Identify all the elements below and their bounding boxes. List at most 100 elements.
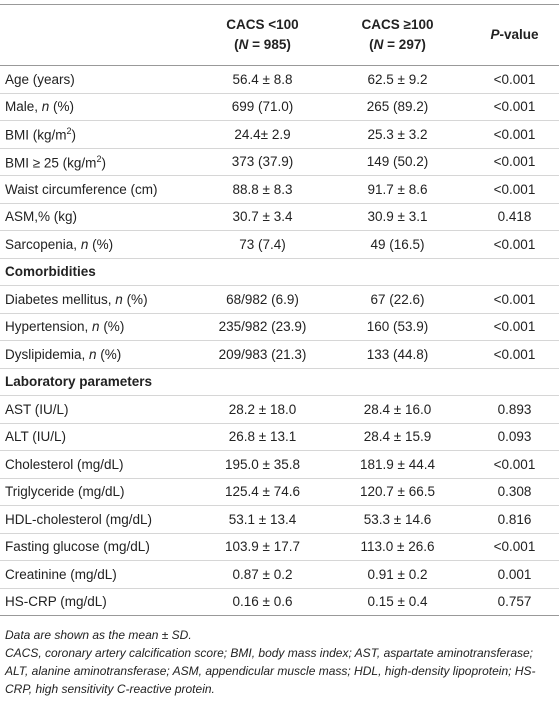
- section-cell: Laboratory parameters: [0, 368, 559, 396]
- footnotes: Data are shown as the mean ± SD. CACS, co…: [0, 616, 559, 698]
- text: <0.001: [493, 539, 536, 555]
- label-cell: Cholesterol (mg/dL): [0, 450, 200, 479]
- text-segment: ): [101, 155, 106, 170]
- text: 103.9 ± 17.7: [225, 539, 300, 555]
- text: HS-CRP (mg/dL): [5, 594, 107, 610]
- text: <0.001: [493, 236, 536, 252]
- text: ALT (IU/L): [5, 429, 67, 445]
- value-cell: <0.001: [470, 230, 559, 259]
- text-segment: -value: [499, 27, 539, 42]
- table-row: AST (IU/L) 28.2 ± 18.0 28.4 ± 16.0 0.893: [0, 395, 559, 424]
- line: CACS <100: [205, 15, 320, 35]
- value-cell: 30.7 ± 3.4: [200, 203, 325, 231]
- text: 30.9 ± 3.1: [367, 209, 428, 225]
- value-cell: 265 (89.2): [325, 93, 470, 121]
- value-cell: 0.16 ± 0.6: [200, 588, 325, 616]
- text: 0.16 ± 0.6: [232, 594, 293, 610]
- text-segment: Hypertension,: [5, 319, 93, 335]
- text: HDL-cholesterol (mg/dL): [5, 511, 153, 527]
- text: 699 (71.0): [231, 99, 294, 115]
- table-row: Creatinine (mg/dL) 0.87 ± 0.2 0.91 ± 0.2 0.…: [0, 560, 559, 589]
- footnote: Data are shown as the mean ± SD.: [5, 626, 554, 644]
- text: <0.001: [493, 181, 536, 197]
- value-cell: 25.3 ± 3.2: [325, 120, 470, 149]
- text: AST (IU/L): [5, 401, 69, 417]
- footnote: CACS, coronary artery calcification scor…: [5, 644, 554, 698]
- text: 88.8 ± 8.3: [232, 181, 293, 197]
- value-cell: 0.91 ± 0.2: [325, 560, 470, 589]
- text: 235/982 (23.9): [218, 319, 307, 335]
- label-cell: ALT (IU/L): [0, 423, 200, 451]
- text: 26.8 ± 13.1: [228, 429, 297, 445]
- text: <0.001: [493, 126, 536, 142]
- label-cell: HDL-cholesterol (mg/dL): [0, 505, 200, 534]
- text: 0.308: [497, 484, 532, 500]
- table-row: Fasting glucose (mg/dL) 103.9 ± 17.7 113.0…: [0, 533, 559, 561]
- text: Waist circumference (cm): [5, 181, 158, 197]
- label-cell: BMI (kg/m2): [0, 120, 200, 149]
- value-cell: 120.7 ± 66.5: [325, 478, 470, 506]
- text: 0.418: [497, 209, 532, 225]
- text-segment: (: [369, 37, 374, 52]
- table-row: ASM,% (kg) 30.7 ± 3.4 30.9 ± 3.1 0.418: [0, 203, 559, 231]
- header-cell: CACS <100 (N = 985): [200, 4, 325, 66]
- label-cell: BMI ≥ 25 (kg/m2): [0, 148, 200, 176]
- text-segment: (%): [49, 99, 75, 115]
- label-cell: Hypertension, n (%): [0, 313, 200, 341]
- text: 30.7 ± 3.4: [232, 209, 293, 225]
- table-row: Triglyceride (mg/dL) 125.4 ± 74.6 120.7 ± …: [0, 478, 559, 506]
- value-cell: <0.001: [470, 285, 559, 314]
- text: 0.816: [497, 511, 532, 527]
- text: 24.4± 2.9: [234, 126, 291, 142]
- value-cell: <0.001: [470, 93, 559, 121]
- value-cell: <0.001: [470, 65, 559, 94]
- text: <0.001: [493, 154, 536, 170]
- table-row: Laboratory parameters: [0, 368, 559, 396]
- text: 209/983 (21.3): [218, 346, 307, 362]
- table-row: Cholesterol (mg/dL) 195.0 ± 35.8 181.9 ± 4…: [0, 450, 559, 479]
- value-cell: 113.0 ± 26.6: [325, 533, 470, 561]
- value-cell: 149 (50.2): [325, 148, 470, 176]
- value-cell: 181.9 ± 44.4: [325, 450, 470, 479]
- value-cell: 88.8 ± 8.3: [200, 175, 325, 204]
- line: P-value: [475, 25, 554, 45]
- text: Fasting glucose (mg/dL): [5, 539, 150, 555]
- text: 53.3 ± 14.6: [363, 511, 432, 527]
- text: 68/982 (6.9): [226, 291, 299, 307]
- text-segment: n: [41, 99, 50, 115]
- text: 160 (53.9): [366, 319, 429, 335]
- text-segment: n: [92, 319, 100, 335]
- text: Age (years): [5, 71, 75, 87]
- line: CACS ≥100: [330, 15, 465, 35]
- table-row: HDL-cholesterol (mg/dL) 53.1 ± 13.4 53.3 ±…: [0, 505, 559, 534]
- table-row: Comorbidities: [0, 258, 559, 286]
- label-cell: Age (years): [0, 65, 200, 94]
- value-cell: <0.001: [470, 533, 559, 561]
- value-cell: 0.893: [470, 395, 559, 424]
- text: 0.093: [497, 429, 532, 445]
- text: <0.001: [493, 99, 536, 115]
- label-cell: Fasting glucose (mg/dL): [0, 533, 200, 561]
- value-cell: 53.3 ± 14.6: [325, 505, 470, 534]
- value-cell: 0.308: [470, 478, 559, 506]
- text: Creatinine (mg/dL): [5, 566, 117, 582]
- table-row: Waist circumference (cm) 88.8 ± 8.3 91.7 ±…: [0, 175, 559, 204]
- table-row: ALT (IU/L) 26.8 ± 13.1 28.4 ± 15.9 0.093: [0, 423, 559, 451]
- value-cell: 133 (44.8): [325, 340, 470, 369]
- value-cell: 699 (71.0): [200, 93, 325, 121]
- text: 28.4 ± 15.9: [363, 429, 432, 445]
- text-segment: n: [80, 236, 89, 252]
- value-cell: 0.816: [470, 505, 559, 534]
- table-row: Male, n (%) 699 (71.0) 265 (89.2) <0.001: [0, 93, 559, 121]
- table-row: Hypertension, n (%) 235/982 (23.9) 160 (53…: [0, 313, 559, 341]
- text: 0.87 ± 0.2: [232, 566, 293, 582]
- value-cell: 28.4 ± 16.0: [325, 395, 470, 424]
- text: 67 (22.6): [370, 291, 425, 307]
- text: <0.001: [493, 319, 536, 335]
- text-segment: 2: [96, 153, 102, 164]
- label-cell: AST (IU/L): [0, 395, 200, 424]
- text-segment: (: [234, 37, 239, 52]
- value-cell: 68/982 (6.9): [200, 285, 325, 314]
- label-cell: Male, n (%): [0, 93, 200, 121]
- value-cell: 103.9 ± 17.7: [200, 533, 325, 561]
